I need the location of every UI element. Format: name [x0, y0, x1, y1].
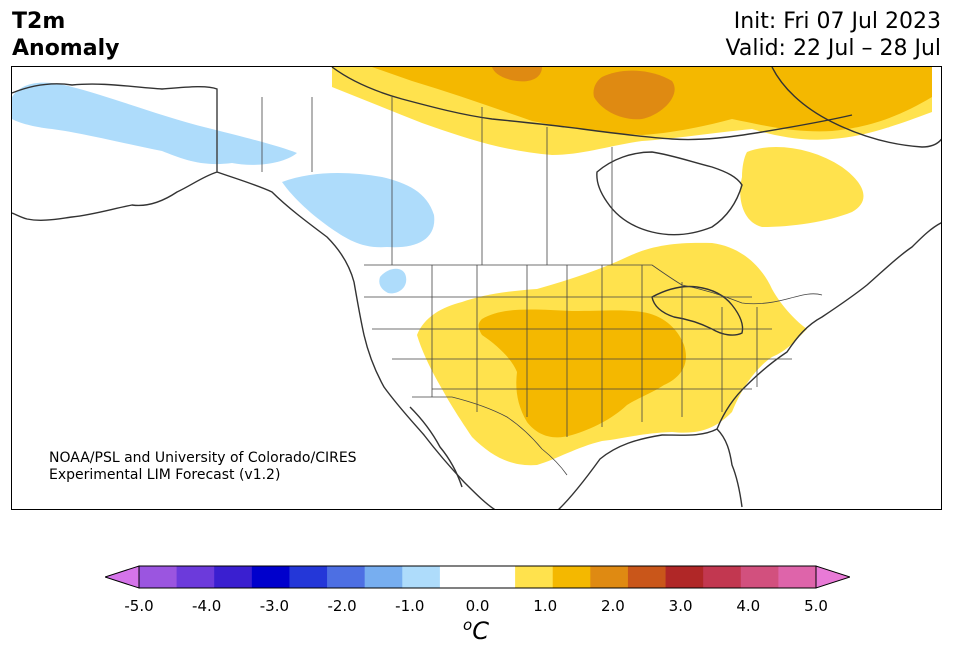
colorbar-cell: [740, 566, 779, 588]
colorbar-tick-label: -3.0: [259, 597, 290, 615]
colorbar-tick-labels: -5.0 -4.0 -3.0 -2.0 -1.0 0.0 1.0 2.0 3.0 4.0 5.0: [0, 597, 953, 617]
colorbar-cell: [402, 566, 441, 588]
forecast-credit: NOAA/PSL and University of Colorado/CIRE…: [49, 450, 357, 484]
coastlines: [12, 67, 941, 509]
credit-line-1: NOAA/PSL and University of Colorado/CIRE…: [49, 450, 357, 466]
coast-great-lakes: [651, 285, 744, 336]
state-lines-horizontal: [364, 296, 792, 390]
colorbar-cell: [176, 566, 215, 588]
coast-alaska: [12, 83, 218, 221]
colorbar-cell: [477, 566, 516, 588]
colorbar-unit: oC: [463, 616, 489, 645]
cold-anomaly-washington: [379, 268, 407, 294]
colorbar-tick-label: -2.0: [327, 597, 357, 615]
colorbar-tick-label: 1.0: [533, 597, 558, 615]
colorbar-cell: [627, 566, 666, 588]
colorbar-cell: [665, 566, 704, 588]
colorbar-tick-label: 0.0: [465, 597, 490, 615]
coast-pacific-nw: [216, 171, 496, 509]
valid-range: Valid: 22 Jul – 28 Jul: [725, 36, 941, 61]
credit-line-2: Experimental LIM Forecast (v1.2): [49, 467, 281, 483]
coast-baja: [409, 406, 463, 488]
anomaly-map: [11, 66, 942, 510]
colorbar-tick-label: 3.0: [668, 597, 693, 615]
colorbar-cell: [289, 566, 328, 588]
colorbar-cell: [439, 566, 478, 588]
colorbar: [105, 565, 850, 589]
coast-gulf-mexico: [558, 428, 743, 509]
colorbar-cell: [778, 566, 817, 588]
unit-base: C: [472, 617, 489, 645]
colorbar-cell: [703, 566, 742, 588]
colorbar-left-extension: [105, 565, 140, 589]
cold-anomaly-canada-west: [282, 172, 435, 248]
warm-anomaly-arctic-3a: [593, 70, 675, 120]
warm-anomaly-quebec: [740, 147, 864, 227]
state-lines-vertical: [431, 265, 758, 437]
coast-arctic: [331, 67, 853, 141]
unit-superscript: o: [463, 616, 473, 634]
map-canvas: [12, 67, 941, 509]
colorbar-cell: [552, 566, 591, 588]
colorbar-cell: [214, 566, 253, 588]
colorbar-tick-label: -4.0: [192, 597, 222, 615]
warm-anomaly-central-us: [478, 309, 686, 438]
colorbar-tick-label: 2.0: [600, 597, 625, 615]
colorbar-right-extension: [815, 565, 850, 589]
colorbar-outline: [138, 565, 817, 589]
colorbar-cell: [327, 566, 366, 588]
province-lines: [261, 97, 613, 265]
political-borders: [216, 89, 823, 476]
border-us-mexico: [412, 396, 568, 476]
colorbar-cell: [139, 566, 178, 588]
colorbar-cell: [590, 566, 629, 588]
border-us-canada: [364, 264, 823, 305]
title-line-2: Anomaly: [12, 36, 120, 61]
colorbar-cell: [364, 566, 403, 588]
colorbar-tick-label: 4.0: [736, 597, 761, 615]
colorbar-tick-label: -5.0: [124, 597, 154, 615]
coast-hudson-bay: [596, 151, 743, 236]
init-date: Init: Fri 07 Jul 2023: [733, 9, 941, 34]
warm-anomaly-arctic-3b: [492, 67, 542, 82]
colorbar-cells: [139, 566, 817, 588]
colorbar-tick-label: -1.0: [395, 597, 425, 615]
title-line-1: T2m: [12, 9, 66, 34]
colorbar-cell: [515, 566, 554, 588]
colorbar-cell: [251, 566, 290, 588]
cold-anomaly-alaska: [12, 82, 297, 165]
coast-atlantic: [716, 222, 941, 430]
coast-greenland: [771, 67, 941, 148]
map-title: T2m Anomaly: [12, 8, 119, 62]
colorbar-tick-label: 5.0: [804, 597, 828, 615]
forecast-dates: Init: Fri 07 Jul 2023 Valid: 22 Jul – 28…: [726, 8, 941, 62]
